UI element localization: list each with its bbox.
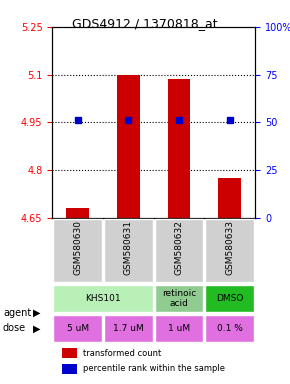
Text: GDS4912 / 1370818_at: GDS4912 / 1370818_at [72, 17, 218, 30]
Text: KHS101: KHS101 [85, 294, 121, 303]
FancyBboxPatch shape [104, 219, 153, 282]
FancyBboxPatch shape [155, 219, 203, 282]
Text: agent: agent [3, 308, 31, 318]
Text: percentile rank within the sample: percentile rank within the sample [83, 364, 225, 373]
FancyBboxPatch shape [155, 315, 203, 342]
Text: DMSO: DMSO [216, 294, 244, 303]
Bar [218, 178, 241, 218]
Bar [66, 209, 89, 218]
FancyBboxPatch shape [104, 315, 153, 342]
Text: dose: dose [3, 323, 26, 333]
Text: GSM580632: GSM580632 [175, 220, 184, 275]
FancyBboxPatch shape [205, 315, 254, 342]
Text: GSM580631: GSM580631 [124, 220, 133, 275]
Bar [168, 79, 191, 218]
Bar [62, 364, 77, 374]
FancyBboxPatch shape [205, 285, 254, 313]
Text: ▶: ▶ [33, 308, 41, 318]
FancyBboxPatch shape [205, 219, 254, 282]
Text: 1.7 uM: 1.7 uM [113, 324, 144, 333]
Text: GSM580630: GSM580630 [73, 220, 82, 275]
Bar [117, 74, 140, 218]
FancyBboxPatch shape [53, 285, 153, 313]
Text: 1 uM: 1 uM [168, 324, 190, 333]
Text: 5 uM: 5 uM [66, 324, 89, 333]
FancyBboxPatch shape [53, 315, 102, 342]
FancyBboxPatch shape [155, 285, 203, 313]
Bar [62, 348, 77, 358]
Text: GSM580633: GSM580633 [225, 220, 234, 275]
Text: ▶: ▶ [33, 323, 41, 333]
Text: retinoic
acid: retinoic acid [162, 289, 196, 308]
Text: transformed count: transformed count [83, 349, 161, 358]
FancyBboxPatch shape [53, 219, 102, 282]
Text: 0.1 %: 0.1 % [217, 324, 243, 333]
